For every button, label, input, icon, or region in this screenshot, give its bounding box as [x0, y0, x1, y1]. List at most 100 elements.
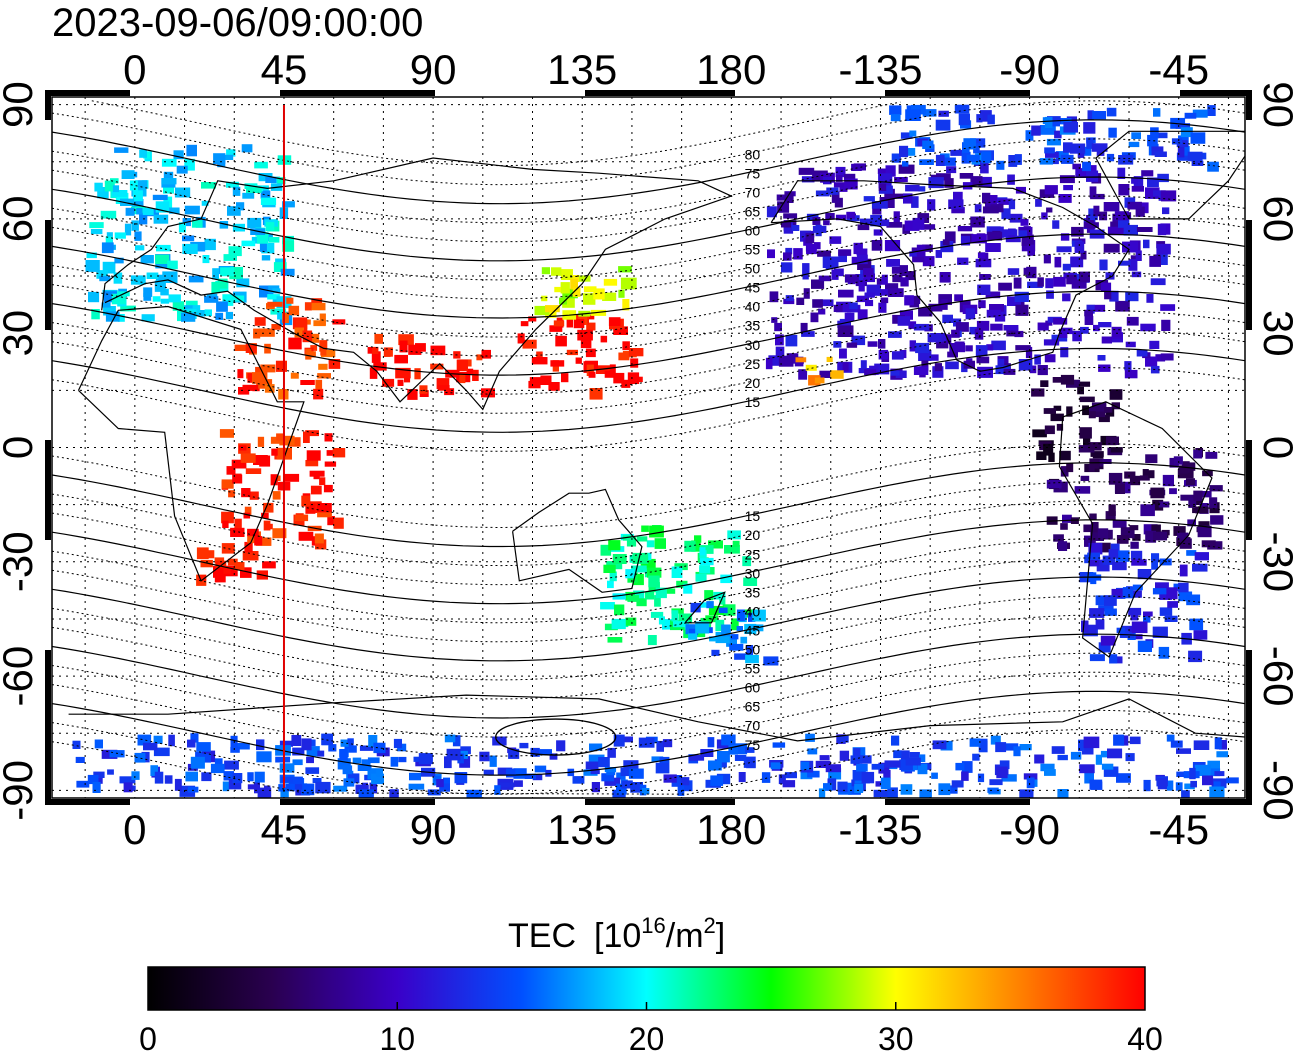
tec-cell: [1103, 766, 1119, 777]
mlat-label-north: 60: [745, 222, 761, 238]
colorbar-title-tec: TEC: [508, 917, 576, 955]
tec-cell: [740, 636, 748, 644]
tec-cell: [318, 363, 328, 370]
tec-cell: [1079, 427, 1092, 439]
tec-cell: [141, 314, 155, 322]
tec-cell: [454, 772, 468, 784]
tec-cell: [604, 767, 617, 773]
tec-cell: [1145, 356, 1158, 367]
coastline: [77, 305, 305, 582]
tec-cell: [884, 760, 901, 768]
tec-cell: [826, 187, 839, 195]
tec-cell: [885, 165, 896, 177]
tec-cell: [1147, 177, 1159, 188]
tec-cell: [607, 580, 614, 589]
tec-cell: [76, 780, 90, 788]
tec-cell: [513, 768, 527, 779]
tec-cell: [973, 143, 980, 154]
tec-cell: [242, 192, 255, 199]
tec-cell: [393, 738, 402, 749]
tec-cell: [1087, 552, 1100, 560]
tec-cell: [835, 166, 846, 178]
tec-cell: [225, 311, 233, 320]
tec-cell: [857, 258, 872, 270]
tec-cell: [310, 485, 322, 495]
tec-cell: [1136, 227, 1153, 232]
mlat-label-south: 65: [745, 699, 761, 715]
tec-cell: [909, 752, 920, 758]
tec-cell: [88, 291, 100, 303]
tec-cell: [900, 132, 913, 139]
tec-cell: [902, 161, 909, 167]
tec-cell: [234, 562, 245, 571]
tec-cell: [1180, 127, 1193, 138]
mlat-label-south: 25: [745, 546, 761, 562]
tec-cell: [745, 747, 755, 753]
tec-cell: [1190, 780, 1197, 788]
tec-cell: [936, 173, 951, 181]
tec-cell: [173, 150, 184, 160]
tec-cell: [1207, 161, 1219, 172]
tec-cell: [343, 778, 355, 787]
tec-cell: [1171, 138, 1183, 145]
tec-cell: [837, 320, 851, 328]
tec-cell: [1046, 290, 1054, 299]
tec-cell: [549, 325, 563, 332]
tec-cell: [1122, 241, 1138, 253]
tec-cell: [970, 216, 985, 228]
tec-cell: [971, 234, 987, 244]
tec-cell: [627, 372, 640, 384]
tec-cell: [767, 249, 775, 259]
tec-cell: [900, 784, 913, 795]
tec-cell: [1177, 469, 1194, 479]
tec-cell: [951, 329, 960, 338]
tec-cell: [1074, 486, 1091, 494]
tec-cell: [167, 260, 178, 270]
tec-cell: [1078, 445, 1095, 453]
tec-cell: [1090, 193, 1105, 200]
tec-cell: [959, 173, 974, 179]
tec-cell: [676, 580, 688, 588]
tec-cell: [1089, 458, 1100, 469]
tec-cell: [622, 535, 634, 541]
tec-cell: [977, 252, 986, 259]
colorbar-unit-exp: 16: [641, 913, 665, 938]
tec-cell: [1107, 226, 1124, 236]
tec-cell: [990, 735, 1001, 745]
tec-cell: [1137, 640, 1152, 652]
tec-cell: [163, 171, 174, 180]
tec-cell: [1131, 186, 1144, 192]
tec-cell: [620, 767, 631, 777]
tec-cell: [891, 351, 904, 360]
tec-cell: [978, 300, 986, 309]
tec-cell: [1121, 735, 1129, 746]
tec-cell: [1066, 463, 1074, 473]
colorbar-unit-end: ]: [716, 917, 725, 955]
tec-cell: [899, 265, 908, 276]
tec-cell: [691, 540, 701, 552]
lat-tick-label: -30: [1255, 531, 1294, 592]
tec-cell: [257, 436, 265, 447]
tec-cell: [508, 748, 520, 759]
tec-cell: [987, 114, 995, 125]
mlat-label-south: 15: [745, 508, 761, 524]
tec-cell: [1151, 524, 1161, 534]
tec-cell: [1090, 531, 1104, 541]
tec-cell: [459, 373, 466, 384]
tec-cell: [1043, 408, 1056, 414]
tec-cell: [1093, 324, 1100, 332]
tec-cell: [1025, 346, 1033, 359]
mlat-contour: [52, 119, 1245, 205]
tec-cell: [909, 340, 916, 352]
tec-cell: [298, 531, 314, 541]
mlat-label-south: 55: [745, 661, 761, 677]
tec-cell: [1207, 105, 1216, 116]
tec-cell: [895, 370, 907, 378]
tec-cell: [863, 273, 875, 283]
tec-cell: [232, 773, 243, 784]
tec-cell: [720, 574, 733, 584]
tec-cell: [150, 765, 158, 776]
tec-cell: [1088, 464, 1095, 472]
tec-cell: [256, 751, 272, 763]
tec-cell: [927, 333, 942, 343]
